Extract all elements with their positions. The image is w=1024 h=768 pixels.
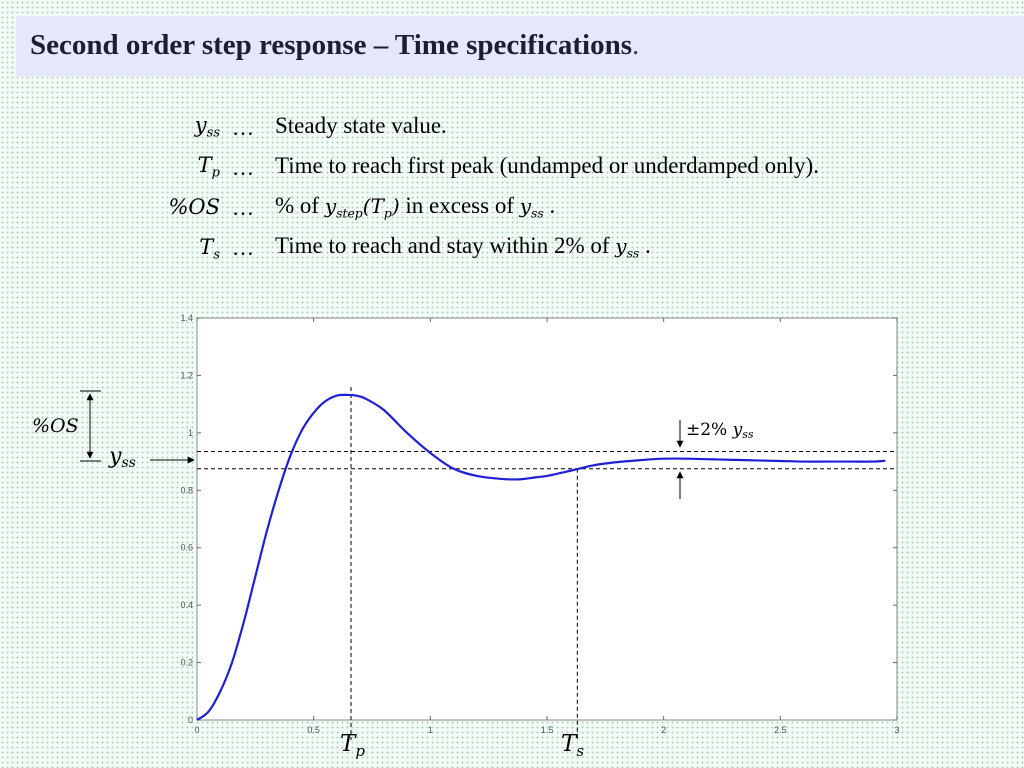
def-symbol-tp: Tp: [197, 153, 220, 181]
title-dot: .: [632, 29, 640, 61]
def-text-tp: Time to reach first peak (undamped or un…: [275, 153, 819, 178]
x-tick-label: 1: [428, 725, 433, 735]
x-tick-label: 0: [194, 725, 199, 735]
y-tick-label: 0.8: [180, 485, 193, 495]
reference-lines: [197, 386, 897, 740]
inline-yss-2: yss: [615, 234, 640, 261]
band-label: ±2% yss: [686, 420, 754, 441]
def-dots-1: …: [232, 115, 254, 140]
step-response-curve: [196, 393, 886, 721]
def-text-yss: Steady state value.: [275, 113, 447, 138]
x-tick-label: 2.5: [774, 725, 787, 735]
y-tick-label: 0.6: [180, 543, 193, 553]
def-dots-2: …: [232, 155, 254, 180]
def-dots-4: …: [232, 235, 254, 260]
x-tick-label: 0.5: [307, 725, 320, 735]
y-tick-label: 1: [188, 428, 193, 438]
yss-label: yss: [108, 444, 136, 471]
title-bar: Second order step response – Time specif…: [16, 16, 1024, 76]
inline-yss-1: yss: [519, 194, 544, 221]
x-axis-ticks: 0 0.5 1 1.5 2 2.5 3: [194, 318, 900, 735]
def-dots-3: …: [232, 195, 254, 220]
plot-area: [196, 317, 898, 721]
y-tick-label: 0.2: [180, 658, 193, 668]
def-symbol-ts: Ts: [199, 235, 220, 263]
inline-ystep-tp: ystep(Tp): [324, 194, 400, 221]
definitions-list: yss … Steady state value. Tp … Time to r…: [0, 0, 1024, 290]
page-title: Second order step response – Time specif…: [30, 29, 639, 62]
y-tick-label: 1.2: [180, 370, 193, 380]
tp-label: Tp: [340, 731, 365, 760]
y-tick-label: 0.4: [180, 600, 193, 610]
x-tick-label: 2: [661, 725, 666, 735]
title-main: Second order step response – Time specif…: [30, 29, 633, 61]
y-axis-ticks: 0 0.2 0.4 0.6 0.8 1 1.2 1.4: [180, 313, 897, 725]
def-symbol-os: %OS: [168, 195, 220, 219]
def-text-os: % of ystep(Tp) in excess of yss .: [275, 193, 556, 221]
os-label: %OS: [32, 415, 79, 437]
y-tick-label: 0: [188, 715, 193, 725]
def-text-ts: Time to reach and stay within 2% of yss …: [275, 233, 651, 261]
ts-label: Ts: [561, 731, 584, 760]
y-tick-label: 1.4: [180, 313, 193, 323]
x-tick-label: 1.5: [541, 725, 554, 735]
x-tick-label: 3: [894, 725, 899, 735]
def-symbol-yss: yss: [194, 113, 220, 141]
